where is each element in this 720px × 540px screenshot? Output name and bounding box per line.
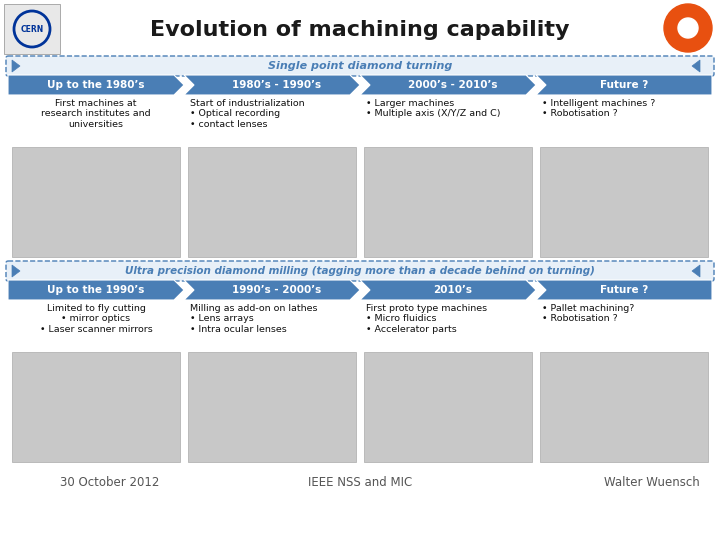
Text: First proto type machines
• Micro fluidics
• Accelerator parts: First proto type machines • Micro fluidi… bbox=[366, 304, 487, 334]
Text: clic: clic bbox=[679, 23, 697, 33]
Text: IEEE NSS and MIC: IEEE NSS and MIC bbox=[308, 476, 412, 489]
Polygon shape bbox=[184, 280, 360, 300]
Text: Ultra precision diamond milling (tagging more than a decade behind on turning): Ultra precision diamond milling (tagging… bbox=[125, 266, 595, 276]
Polygon shape bbox=[692, 265, 700, 277]
FancyBboxPatch shape bbox=[364, 147, 532, 257]
Polygon shape bbox=[184, 75, 360, 95]
Text: Start of industrialization
• Optical recording
• contact lenses: Start of industrialization • Optical rec… bbox=[190, 99, 305, 129]
Polygon shape bbox=[12, 60, 20, 72]
Text: • Intelligent machines ?
• Robotisation ?: • Intelligent machines ? • Robotisation … bbox=[542, 99, 655, 118]
FancyBboxPatch shape bbox=[540, 147, 708, 257]
FancyBboxPatch shape bbox=[540, 352, 708, 462]
Text: First machines at
research institutes and
universities: First machines at research institutes an… bbox=[41, 99, 150, 129]
FancyBboxPatch shape bbox=[188, 147, 356, 257]
Text: 1990’s - 2000’s: 1990’s - 2000’s bbox=[233, 285, 322, 295]
FancyBboxPatch shape bbox=[6, 56, 714, 76]
Text: 2000’s - 2010’s: 2000’s - 2010’s bbox=[408, 80, 498, 90]
FancyBboxPatch shape bbox=[188, 352, 356, 462]
Text: Single point diamond turning: Single point diamond turning bbox=[268, 61, 452, 71]
Polygon shape bbox=[692, 60, 700, 72]
Text: Up to the 1980’s: Up to the 1980’s bbox=[48, 80, 145, 90]
Text: 30 October 2012: 30 October 2012 bbox=[60, 476, 159, 489]
Text: • Larger machines
• Multiple axis (X/Y/Z and C): • Larger machines • Multiple axis (X/Y/Z… bbox=[366, 99, 500, 118]
Text: Future ?: Future ? bbox=[600, 285, 648, 295]
FancyBboxPatch shape bbox=[4, 4, 60, 54]
Polygon shape bbox=[8, 280, 184, 300]
Text: 2010’s: 2010’s bbox=[433, 285, 472, 295]
Text: Walter Wuensch: Walter Wuensch bbox=[604, 476, 700, 489]
Circle shape bbox=[678, 18, 698, 38]
FancyBboxPatch shape bbox=[6, 261, 714, 281]
Polygon shape bbox=[360, 75, 536, 95]
Polygon shape bbox=[536, 75, 712, 95]
Text: Evolution of machining capability: Evolution of machining capability bbox=[150, 20, 570, 40]
FancyBboxPatch shape bbox=[12, 352, 180, 462]
Text: Limited to fly cutting
• mirror optics
• Laser scanner mirrors: Limited to fly cutting • mirror optics •… bbox=[40, 304, 153, 334]
Circle shape bbox=[664, 4, 712, 52]
FancyBboxPatch shape bbox=[364, 352, 532, 462]
Polygon shape bbox=[12, 265, 20, 277]
FancyBboxPatch shape bbox=[12, 147, 180, 257]
Polygon shape bbox=[536, 280, 712, 300]
Text: • Pallet machining?
• Robotisation ?: • Pallet machining? • Robotisation ? bbox=[542, 304, 634, 323]
Text: Milling as add-on on lathes
• Lens arrays
• Intra ocular lenses: Milling as add-on on lathes • Lens array… bbox=[190, 304, 318, 334]
Text: 1980’s - 1990’s: 1980’s - 1990’s bbox=[233, 80, 322, 90]
Polygon shape bbox=[8, 75, 184, 95]
Polygon shape bbox=[360, 280, 536, 300]
Text: Up to the 1990’s: Up to the 1990’s bbox=[48, 285, 145, 295]
Text: CERN: CERN bbox=[20, 24, 44, 33]
Text: Future ?: Future ? bbox=[600, 80, 648, 90]
